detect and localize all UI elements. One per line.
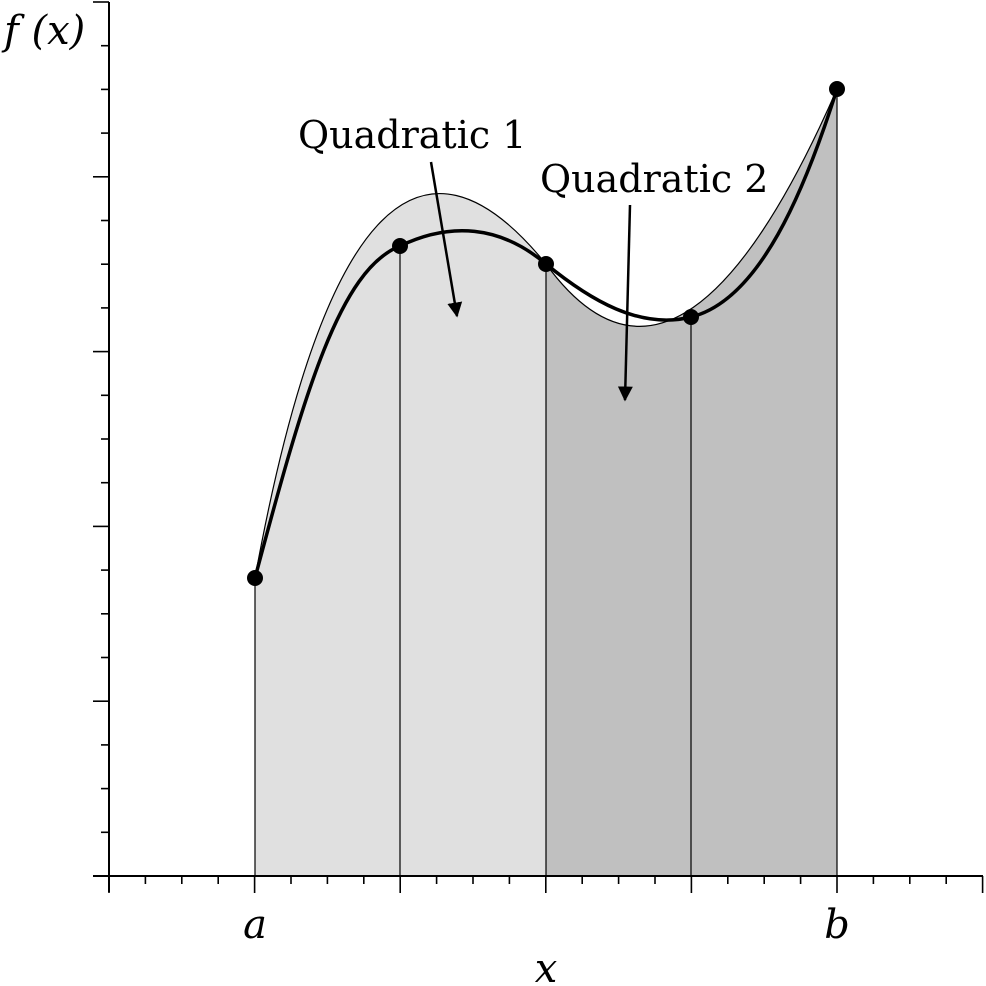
sample-point-3 [538,256,554,272]
sample-points [247,81,845,586]
sample-verticals [254,89,838,876]
y-axis-ticks [93,1,109,877]
quadratic-1-label: Quadratic 1 [298,113,526,157]
x-axis-label: x [535,946,558,986]
axes [93,2,983,892]
quadratic-1-outline [254,192,547,579]
x-tick-label-b: b [824,902,850,948]
sample-point-5 [829,81,845,97]
y-axis-label: f (x) [1,8,85,54]
quadratic-1-arrow [429,161,463,318]
sample-point-4 [683,309,699,325]
x-axis-ticks [108,876,984,893]
x-tick-label-a: a [243,902,267,948]
quadratic-2-label: Quadratic 2 [540,157,768,201]
sample-point-1 [247,570,263,586]
sample-point-2 [392,238,408,254]
quadratic-2-arrow [617,204,633,402]
